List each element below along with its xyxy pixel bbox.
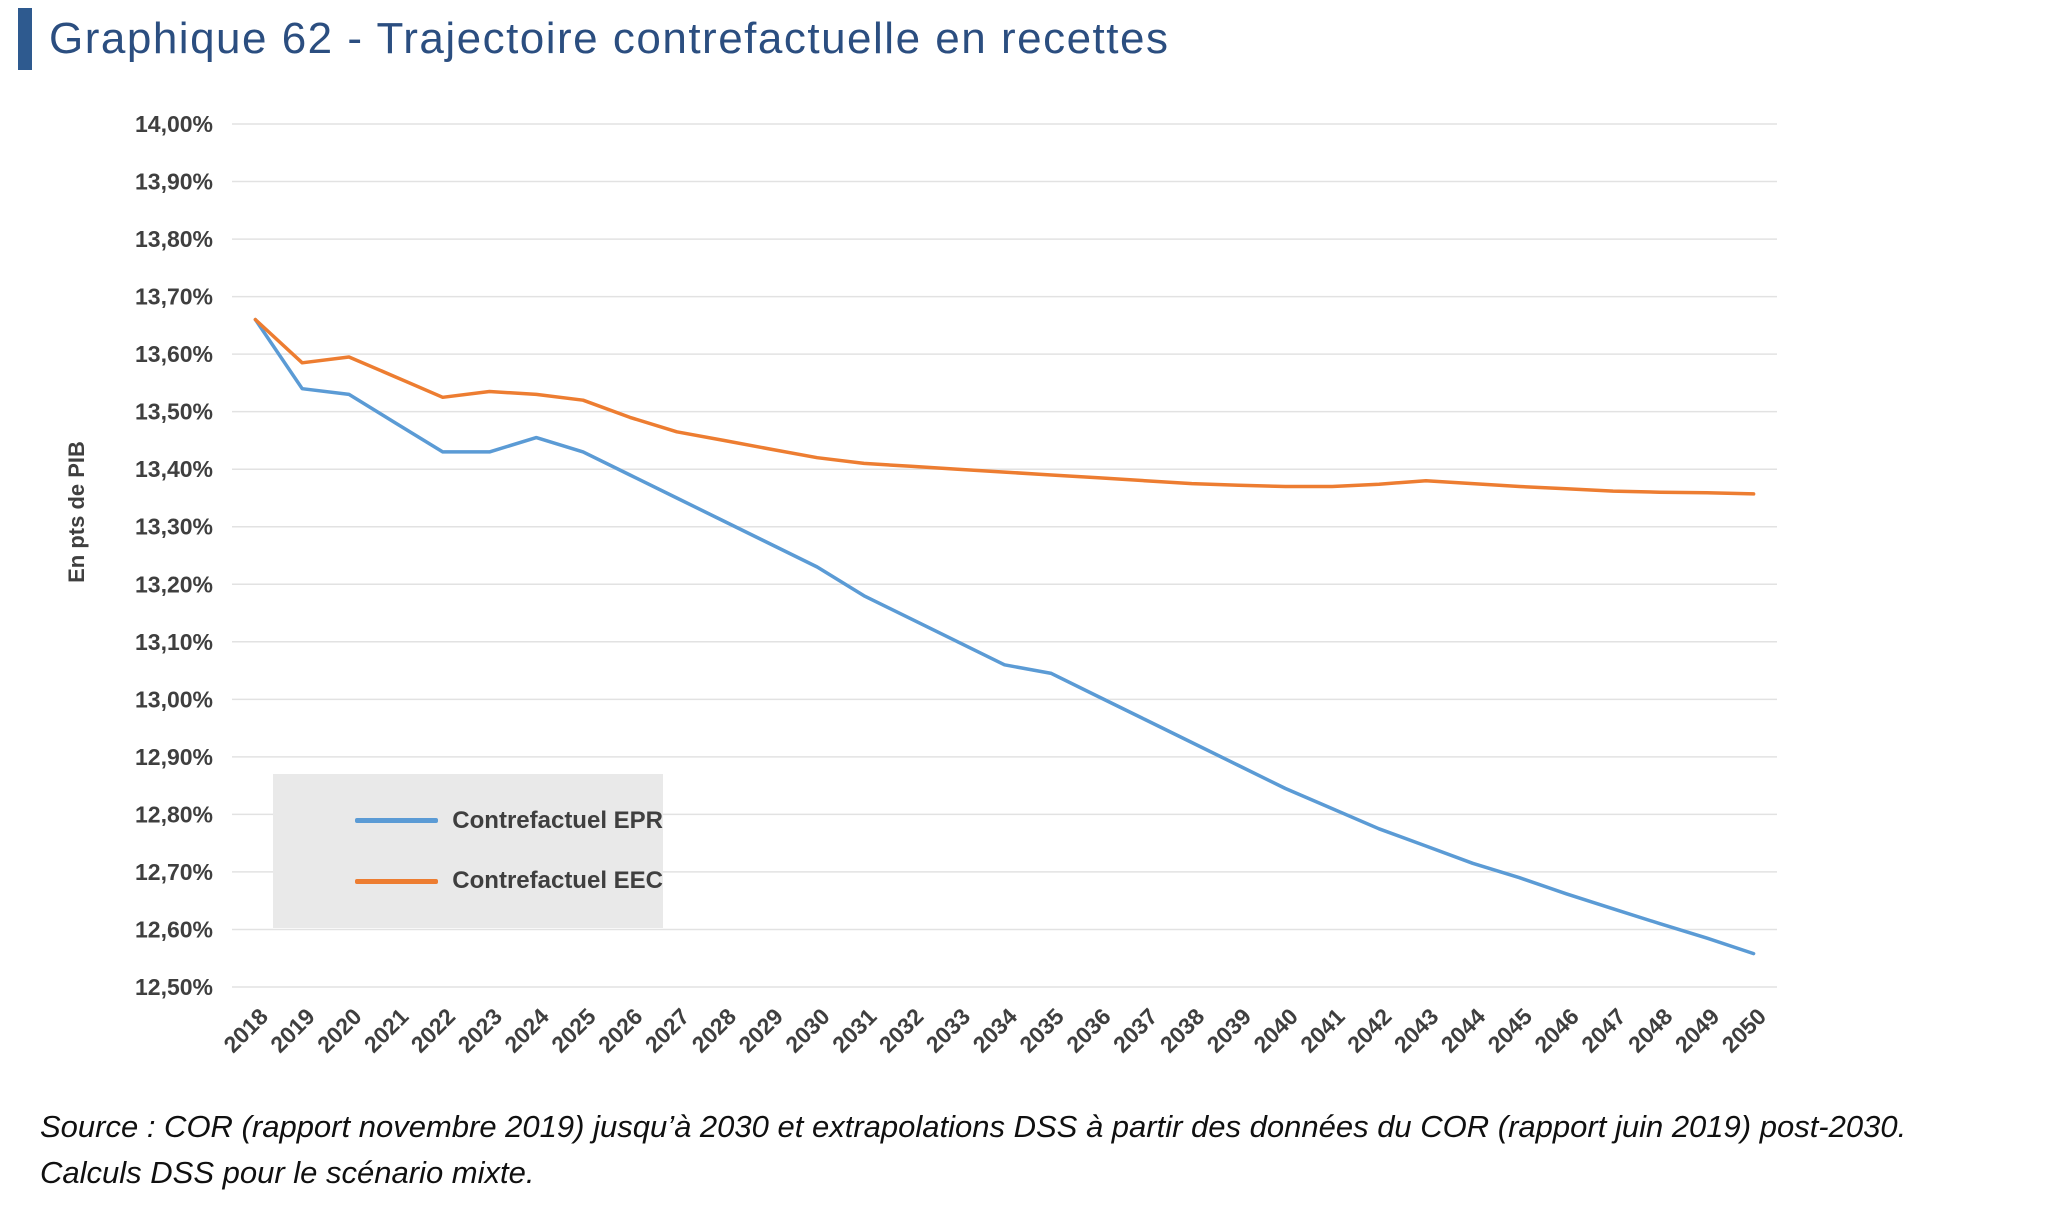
x-tick-label: 2020: [312, 1003, 367, 1058]
x-tick-label: 2024: [499, 1003, 554, 1058]
legend-line-swatch-epr: [355, 818, 439, 824]
x-tick-label: 2027: [640, 1003, 695, 1058]
legend-line-swatch-eec: [355, 878, 439, 884]
x-tick-label: 2032: [874, 1003, 929, 1058]
x-tick-label: 2033: [921, 1003, 976, 1058]
y-tick-label: 13,40%: [135, 456, 213, 482]
title-accent-bar: [18, 8, 32, 70]
legend-label-eec: Contrefactuel EEC: [452, 867, 663, 895]
x-tick-label: 2028: [687, 1003, 742, 1058]
y-tick-label: 12,70%: [135, 859, 213, 885]
legend-item-eec: Contrefactuel EEC: [355, 867, 663, 895]
y-tick-label: 14,00%: [135, 111, 213, 137]
x-tick-label: 2025: [546, 1003, 601, 1058]
x-tick-label: 2044: [1436, 1003, 1491, 1058]
x-tick-label: 2039: [1202, 1003, 1257, 1058]
chart-title: Graphique 62 - Trajectoire contrefactuel…: [49, 14, 1170, 63]
y-tick-label: 13,70%: [135, 284, 213, 310]
y-tick-label: 13,00%: [135, 686, 213, 712]
y-tick-label: 13,20%: [135, 571, 213, 597]
series-line-contrefactuel-eec: [253, 317, 1756, 496]
x-tick-label: 2049: [1670, 1003, 1725, 1058]
y-tick-label: 12,80%: [135, 801, 213, 827]
x-tick-label: 2048: [1623, 1003, 1678, 1058]
x-tick-label: 2042: [1342, 1003, 1397, 1058]
x-tick-label: 2034: [967, 1003, 1022, 1058]
y-tick-label: 12,50%: [135, 974, 213, 1000]
x-tick-label: 2018: [218, 1003, 273, 1058]
chart-header: Graphique 62 - Trajectoire contrefactuel…: [18, 8, 1169, 70]
legend-item-epr: Contrefactuel EPR: [355, 807, 663, 835]
source-note: Source : COR (rapport novembre 2019) jus…: [40, 1104, 2030, 1196]
x-tick-label: 2035: [1014, 1003, 1069, 1058]
source-line-2: Calculs DSS pour le scénario mixte.: [40, 1154, 535, 1190]
y-tick-label: 13,50%: [135, 399, 213, 425]
x-tick-label: 2023: [452, 1003, 507, 1058]
x-tick-label: 2026: [593, 1003, 648, 1058]
x-tick-label: 2022: [406, 1003, 461, 1058]
y-tick-label: 13,60%: [135, 341, 213, 367]
x-tick-label: 2031: [827, 1003, 882, 1058]
x-tick-label: 2038: [1155, 1003, 1210, 1058]
chart-legend: Contrefactuel EPR Contrefactuel EEC: [273, 774, 663, 928]
y-tick-label: 12,60%: [135, 916, 213, 942]
x-tick-label: 2019: [265, 1003, 320, 1058]
y-tick-label: 13,30%: [135, 514, 213, 540]
x-tick-label: 2029: [733, 1003, 788, 1058]
y-tick-label: 12,90%: [135, 744, 213, 770]
x-tick-label: 2021: [359, 1003, 414, 1058]
x-tick-label: 2047: [1576, 1003, 1631, 1058]
x-tick-label: 2046: [1529, 1003, 1584, 1058]
x-tick-label: 2041: [1295, 1003, 1350, 1058]
y-axis-title: En pts de PIB: [64, 441, 89, 583]
x-tick-label: 2043: [1389, 1003, 1444, 1058]
y-tick-label: 13,80%: [135, 226, 213, 252]
legend-label-epr: Contrefactuel EPR: [452, 806, 663, 834]
x-tick-label: 2036: [1061, 1003, 1116, 1058]
y-tick-label: 13,10%: [135, 629, 213, 655]
x-tick-label: 2045: [1482, 1003, 1537, 1058]
x-tick-label: 2040: [1248, 1003, 1303, 1058]
x-tick-label: 2037: [1108, 1003, 1163, 1058]
source-line-1: Source : COR (rapport novembre 2019) jus…: [40, 1109, 1907, 1144]
y-tick-label: 13,90%: [135, 169, 213, 195]
x-tick-label: 2050: [1717, 1003, 1772, 1058]
x-tick-label: 2030: [780, 1003, 835, 1058]
series-line-contrefactuel-epr: [253, 317, 1756, 956]
